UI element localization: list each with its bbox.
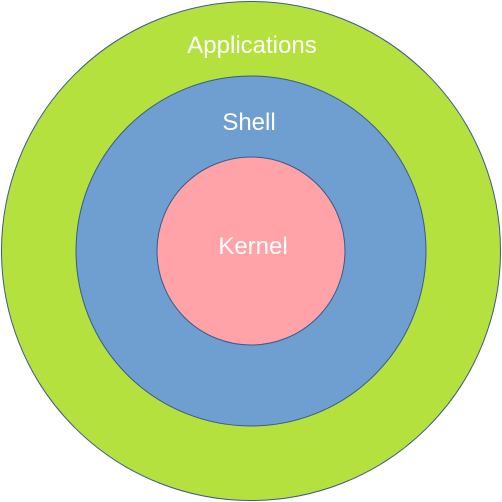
shell-label: Shell (222, 109, 275, 136)
kernel-label: Kernel (218, 233, 287, 260)
kernel-core (156, 156, 346, 346)
applications-label: Applications (187, 32, 316, 59)
